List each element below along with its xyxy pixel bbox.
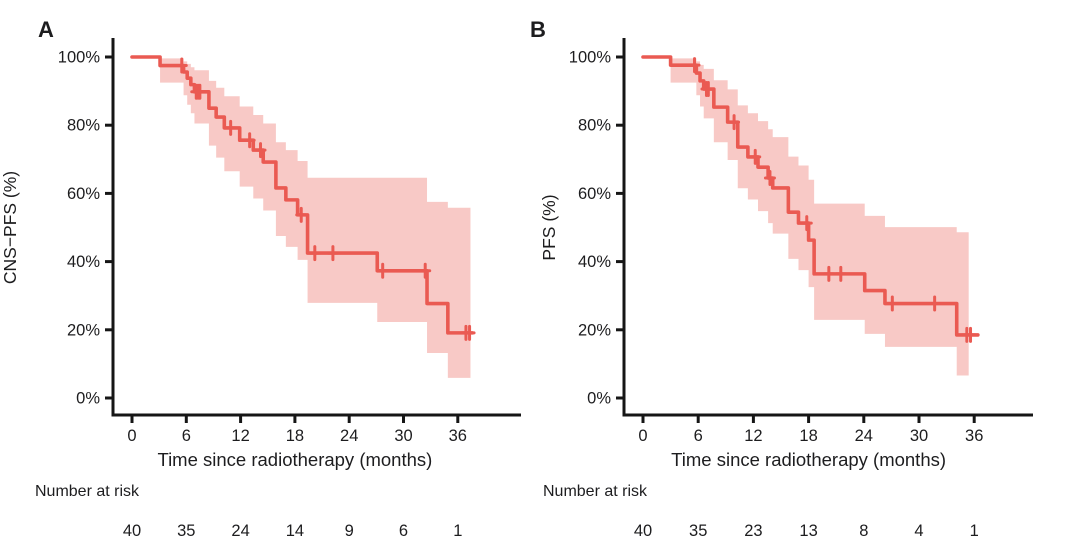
number-at-risk-value: 40 [123, 522, 141, 540]
x-tick-label: 18 [799, 427, 817, 445]
censor-mark [822, 265, 835, 282]
number-at-risk-value: 1 [453, 522, 462, 540]
y-tick-label: 100% [58, 49, 101, 67]
x-axis-title: Time since radiotherapy (months) [671, 449, 946, 470]
number-at-risk-value: 6 [399, 522, 408, 540]
y-tick-label: 100% [569, 49, 612, 67]
number-at-risk-value: 8 [859, 522, 868, 540]
panel-a-cns-pfs: 100% 80% 60% 40% 20% 0% 0 6 12 18 24 30 36 Time since… [0, 38, 521, 540]
censor-mark [749, 148, 762, 165]
x-tick-label: 30 [394, 427, 412, 445]
number-at-risk-value: 35 [689, 522, 707, 540]
x-tick-label: 36 [449, 427, 467, 445]
censor-mark [295, 206, 308, 223]
censor-mark [326, 245, 339, 262]
y-tick-label: 80% [67, 117, 100, 135]
y-tick-label: 20% [578, 321, 611, 339]
censor-mark [728, 114, 741, 131]
axes-lines [622, 38, 1033, 417]
x-axis-title: Time since radiotherapy (months) [157, 449, 432, 470]
number-at-risk-value: 14 [286, 522, 304, 540]
y-tick-label: 80% [578, 117, 611, 135]
censor-mark [800, 215, 813, 232]
y-tick-label: 40% [578, 253, 611, 271]
censor-mark [193, 83, 206, 100]
x-tick-label: 24 [340, 427, 358, 445]
number-at-risk-value: 40 [634, 522, 652, 540]
panel-b-label: B [530, 17, 546, 42]
survival-curve [641, 55, 980, 337]
number-at-risk-value: 9 [345, 522, 354, 540]
censor-mark [308, 245, 321, 262]
censor-mark [419, 262, 432, 279]
confidence-band [160, 58, 471, 378]
confidence-band [670, 58, 969, 376]
censor-mark [224, 119, 237, 136]
x-tick-label: 24 [855, 427, 873, 445]
y-axis-title: PFS (%) [540, 194, 559, 260]
x-tick-label: 12 [231, 427, 249, 445]
x-tick-label: 18 [286, 427, 304, 445]
x-tick-label: 36 [965, 427, 983, 445]
y-tick-label: 20% [67, 321, 100, 339]
number-at-risk-value: 23 [744, 522, 762, 540]
censor-mark [964, 326, 977, 343]
y-tick-label: 60% [578, 185, 611, 203]
censor-mark [376, 262, 389, 279]
censor-mark [463, 324, 476, 341]
y-tick-label: 40% [67, 253, 100, 271]
panel-b-pfs: 100% 80% 60% 40% 20% 0% 0 6 12 18 24 30 36 Time since… [540, 0, 1080, 551]
censor-mark [688, 57, 701, 74]
y-tick-label: 0% [587, 390, 611, 408]
x-tick-label: 6 [182, 427, 191, 445]
axes-lines [111, 38, 521, 417]
number-at-risk-value: 24 [231, 522, 249, 540]
x-tick-label: 0 [127, 427, 136, 445]
censor-mark [763, 170, 776, 187]
x-tick-label: 0 [638, 427, 647, 445]
censor-mark [834, 265, 847, 282]
censor-mark [928, 295, 941, 312]
km-plot-svg: 100% 80% 60% 40% 20% 0% 0 6 12 18 24 30 36 Time since… [0, 38, 521, 540]
censor-mark [254, 142, 267, 159]
number-at-risk-value: 4 [914, 522, 923, 540]
number-at-risk-value: 1 [970, 522, 979, 540]
y-axis-title: CNS−PFS (%) [0, 171, 20, 284]
number-at-risk-title: Number at risk [543, 483, 648, 500]
y-tick-label: 0% [76, 390, 100, 408]
censor-mark [702, 81, 715, 98]
number-at-risk-value: 35 [177, 522, 195, 540]
censor-mark [175, 57, 188, 74]
censor-mark [886, 295, 899, 312]
y-tick-label: 60% [67, 185, 100, 203]
x-tick-label: 30 [910, 427, 928, 445]
x-tick-label: 6 [694, 427, 703, 445]
censor-mark [243, 132, 256, 149]
panel-a-label: A [38, 17, 54, 42]
number-at-risk-value: 13 [799, 522, 817, 540]
number-at-risk-title: Number at risk [35, 483, 140, 500]
x-tick-label: 12 [744, 427, 762, 445]
